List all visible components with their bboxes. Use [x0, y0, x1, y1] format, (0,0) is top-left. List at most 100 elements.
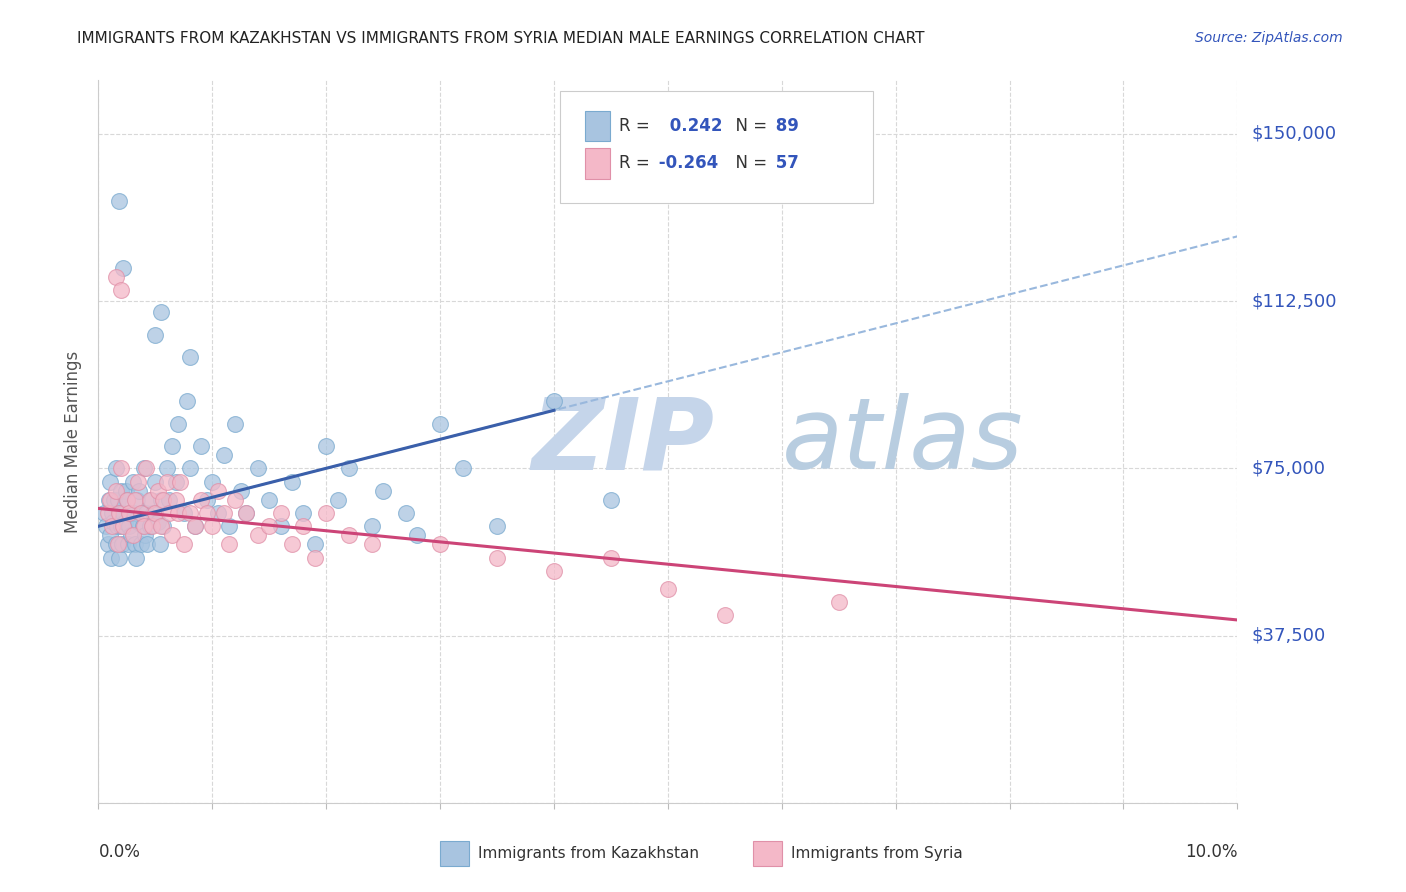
Point — [246, 461, 269, 475]
Point — [156, 475, 179, 489]
Point — [131, 506, 153, 520]
Point — [337, 528, 360, 542]
Text: N =: N = — [725, 154, 766, 172]
Point — [104, 461, 127, 475]
Point — [107, 492, 129, 507]
Point — [486, 550, 509, 565]
Text: 10.0%: 10.0% — [1185, 843, 1237, 861]
Point — [157, 506, 180, 520]
Point — [212, 506, 235, 520]
Point — [120, 506, 142, 520]
Point — [108, 550, 131, 565]
Point — [127, 492, 149, 507]
Point — [543, 564, 565, 578]
Bar — [585, 111, 610, 141]
Point — [112, 519, 135, 533]
Point — [246, 528, 269, 542]
Point — [136, 537, 159, 551]
Text: $37,500: $37,500 — [1251, 626, 1326, 645]
Text: R =: R = — [619, 117, 655, 135]
Point — [486, 519, 509, 533]
Point — [135, 506, 157, 520]
Point — [169, 475, 191, 489]
Point — [110, 519, 132, 533]
Point — [110, 483, 132, 498]
Point — [115, 492, 138, 507]
Point — [162, 528, 184, 542]
Point — [224, 417, 246, 431]
Point — [270, 506, 292, 520]
Point — [124, 537, 146, 551]
Text: 57: 57 — [770, 154, 799, 172]
Point — [125, 550, 148, 565]
Point — [218, 537, 240, 551]
Point — [114, 483, 136, 498]
Point — [97, 492, 120, 507]
Point — [101, 519, 124, 533]
Point — [120, 528, 142, 542]
Point — [101, 506, 124, 520]
Point — [315, 439, 337, 453]
Point — [98, 528, 121, 542]
Point — [128, 483, 150, 498]
Point — [121, 475, 143, 489]
Bar — [585, 148, 610, 178]
Point — [134, 528, 156, 542]
Point — [451, 461, 474, 475]
Point — [96, 537, 118, 551]
Point — [600, 550, 623, 565]
Point — [121, 528, 143, 542]
Point — [93, 506, 115, 520]
Text: N =: N = — [725, 117, 766, 135]
Point — [145, 506, 167, 520]
Point — [132, 519, 155, 533]
Point — [112, 506, 135, 520]
Point — [100, 550, 122, 565]
Point — [218, 519, 240, 533]
Point — [173, 537, 195, 551]
Point — [184, 519, 207, 533]
Point — [135, 461, 157, 475]
Point — [337, 461, 360, 475]
Point — [406, 528, 429, 542]
Point — [173, 506, 195, 520]
Point — [304, 537, 326, 551]
Point — [292, 506, 315, 520]
Point — [127, 515, 149, 529]
Point — [395, 506, 418, 520]
Bar — [754, 841, 782, 866]
Point — [150, 519, 173, 533]
Point — [195, 492, 218, 507]
Point — [190, 439, 212, 453]
Point — [114, 515, 136, 529]
Point — [146, 515, 169, 529]
Point — [129, 506, 152, 520]
Point — [149, 537, 172, 551]
Point — [167, 417, 190, 431]
Point — [118, 506, 141, 520]
Point — [270, 519, 292, 533]
Point — [103, 492, 125, 507]
Point — [543, 394, 565, 409]
Point — [828, 595, 851, 609]
Point — [201, 519, 224, 533]
Point — [179, 506, 201, 520]
Bar — [440, 841, 468, 866]
Point — [235, 506, 257, 520]
Point — [96, 519, 118, 533]
Point — [212, 448, 235, 462]
Point — [162, 439, 184, 453]
Point — [111, 537, 134, 551]
Point — [165, 492, 187, 507]
Point — [326, 492, 349, 507]
Point — [165, 475, 187, 489]
Y-axis label: Median Male Earnings: Median Male Earnings — [65, 351, 83, 533]
Point — [176, 394, 198, 409]
Point — [224, 492, 246, 507]
Point — [96, 506, 118, 520]
Point — [104, 483, 127, 498]
Point — [429, 537, 451, 551]
Point — [190, 492, 212, 507]
Text: R =: R = — [619, 154, 650, 172]
Point — [110, 283, 132, 297]
